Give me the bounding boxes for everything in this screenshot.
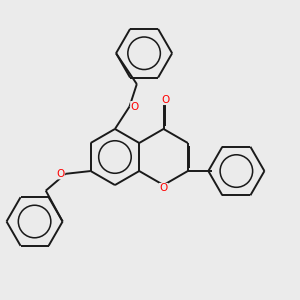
Text: O: O [162, 94, 170, 104]
Text: O: O [159, 183, 168, 194]
Text: O: O [130, 101, 139, 112]
Text: O: O [56, 169, 64, 179]
